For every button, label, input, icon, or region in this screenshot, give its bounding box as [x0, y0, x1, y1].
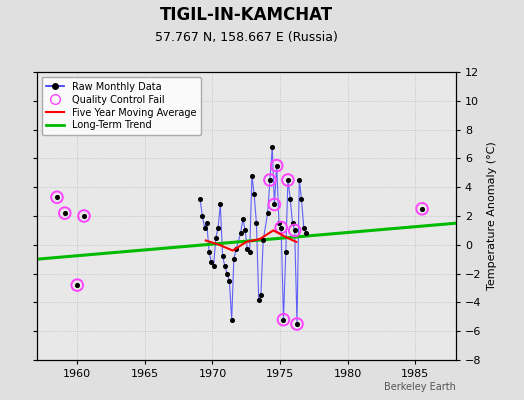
Point [210, 263, 218, 270]
Point [270, 201, 279, 208]
Text: 57.767 N, 158.667 E (Russia): 57.767 N, 158.667 E (Russia) [155, 31, 337, 44]
Point [295, 177, 303, 183]
Point [300, 224, 308, 231]
Point [223, 270, 231, 277]
Y-axis label: Temperature Anomaly (°C): Temperature Anomaly (°C) [487, 142, 497, 290]
Point [241, 227, 249, 234]
Point [264, 210, 272, 216]
Point [245, 249, 254, 255]
Point [290, 227, 299, 234]
Point [279, 316, 288, 323]
Point [293, 321, 301, 327]
Point [418, 206, 426, 212]
Point [259, 237, 267, 244]
Point [250, 191, 258, 198]
Point [225, 278, 234, 284]
Point [212, 234, 220, 241]
Point [270, 201, 279, 208]
Point [248, 172, 256, 179]
Point [61, 210, 69, 216]
Point [286, 196, 294, 202]
Point [207, 259, 215, 265]
Point [196, 196, 204, 202]
Point [219, 253, 227, 260]
Point [53, 194, 61, 200]
Point [243, 246, 252, 252]
Point [297, 196, 305, 202]
Point [255, 296, 263, 303]
Point [232, 246, 241, 252]
Point [275, 220, 283, 226]
Point [80, 213, 88, 219]
Point [281, 249, 290, 255]
Point [290, 227, 299, 234]
Point [214, 224, 222, 231]
Point [279, 316, 288, 323]
Point [283, 177, 292, 183]
Point [198, 213, 206, 219]
Point [272, 162, 281, 169]
Point [53, 194, 61, 200]
Point [283, 177, 292, 183]
Point [61, 210, 69, 216]
Point [205, 249, 213, 255]
Point [277, 224, 286, 231]
Point [230, 256, 238, 262]
Point [73, 282, 81, 288]
Point [221, 263, 229, 270]
Point [418, 206, 426, 212]
Point [302, 230, 310, 236]
Point [216, 201, 224, 208]
Text: Berkeley Earth: Berkeley Earth [384, 382, 456, 392]
Point [252, 220, 260, 226]
Point [227, 316, 236, 323]
Point [277, 224, 286, 231]
Point [203, 220, 211, 226]
Point [80, 213, 88, 219]
Point [236, 230, 245, 236]
Point [73, 282, 81, 288]
Point [239, 216, 247, 222]
Point [288, 220, 297, 226]
Text: TIGIL-IN-KAMCHAT: TIGIL-IN-KAMCHAT [160, 6, 333, 24]
Point [257, 292, 265, 298]
Point [272, 162, 281, 169]
Point [266, 177, 274, 183]
Point [293, 321, 301, 327]
Point [266, 177, 274, 183]
Legend: Raw Monthly Data, Quality Control Fail, Five Year Moving Average, Long-Term Tren: Raw Monthly Data, Quality Control Fail, … [41, 77, 201, 135]
Point [201, 224, 209, 231]
Point [268, 144, 277, 150]
